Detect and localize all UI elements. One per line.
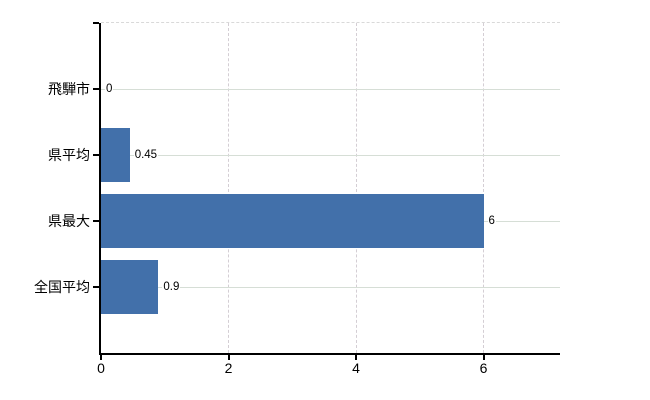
category-label: 県平均 (48, 147, 90, 163)
y-axis-top-tick (93, 22, 99, 24)
category-gridline (101, 154, 560, 156)
bar-value-label: 0.9 (162, 281, 181, 293)
x-axis-tick-label: 6 (479, 360, 488, 376)
y-axis-tick (93, 154, 99, 156)
x-axis-line (99, 353, 560, 355)
bar-value-label: 6 (487, 215, 496, 227)
category-label: 飛騨市 (48, 81, 90, 97)
x-axis-tick (482, 355, 485, 360)
x-axis-tick (227, 355, 230, 360)
x-axis-tick (100, 355, 102, 360)
x-axis-tick-label: 2 (224, 360, 233, 376)
category-gridline (101, 88, 560, 90)
x-gridline (228, 23, 229, 353)
bar[interactable] (101, 260, 159, 314)
bar[interactable] (101, 194, 484, 248)
bar-value-label: 0.45 (133, 149, 159, 161)
plot-top-border (101, 22, 560, 23)
bar-value-label: 0 (105, 83, 114, 95)
x-gridline (483, 23, 484, 353)
y-axis-tick (93, 220, 99, 222)
category-label: 県最大 (48, 213, 90, 229)
category-gridline (101, 286, 560, 288)
x-axis-tick-label: 4 (352, 360, 360, 376)
x-gridline (355, 23, 357, 353)
y-axis-line (99, 23, 101, 355)
y-axis-tick (93, 286, 99, 288)
category-label: 全国平均 (34, 279, 90, 295)
x-axis-tick-label: 0 (97, 360, 105, 376)
bar[interactable] (101, 128, 130, 182)
y-axis-tick (93, 88, 99, 90)
x-axis-tick (355, 355, 357, 360)
